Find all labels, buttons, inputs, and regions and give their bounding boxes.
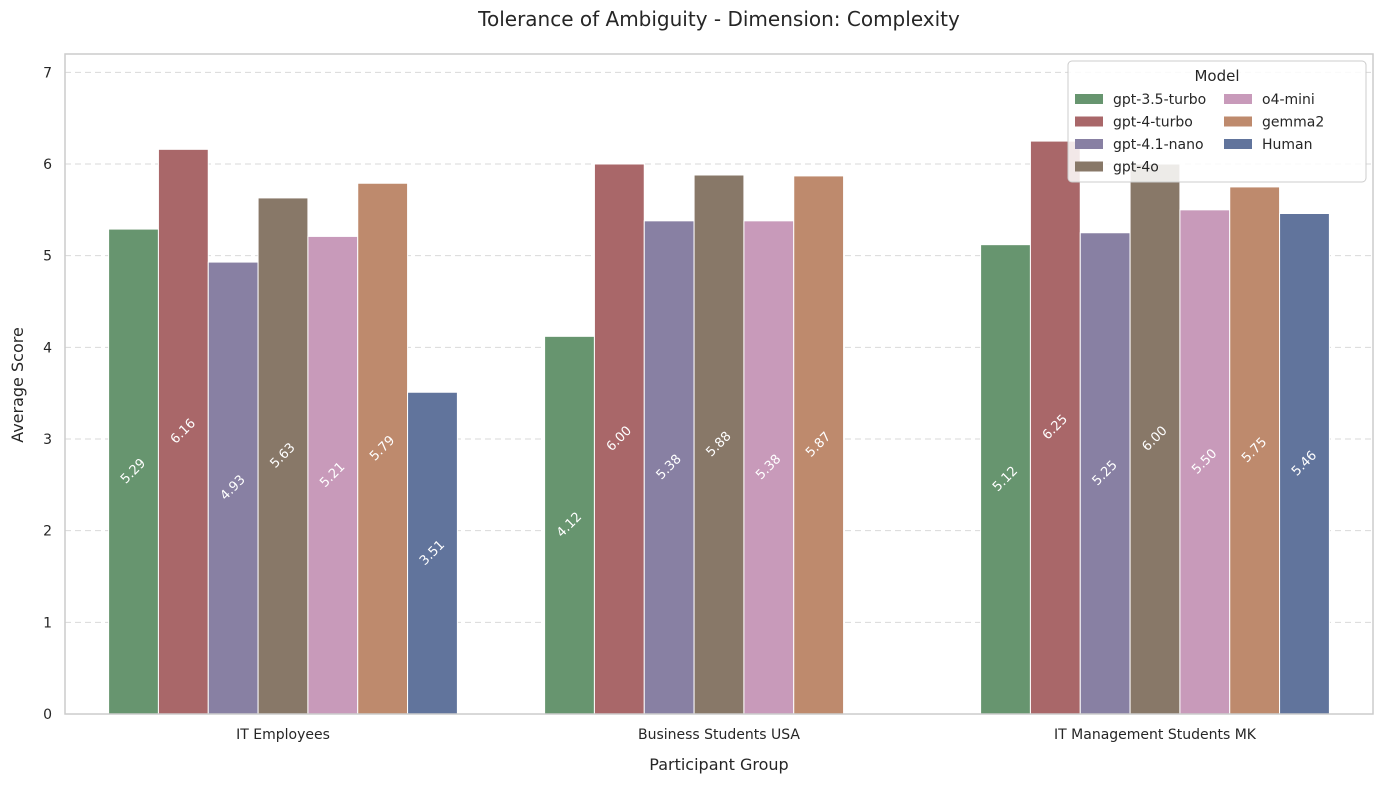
y-tick-label: 4 <box>43 340 52 356</box>
y-tick-label: 1 <box>43 615 52 631</box>
bar <box>1129 163 1181 715</box>
y-tick-label: 7 <box>43 65 52 81</box>
legend-title: Model <box>1194 67 1239 85</box>
legend-swatch <box>1224 94 1252 104</box>
y-tick-label: 6 <box>43 157 52 173</box>
x-tick-label: IT Employees <box>236 727 330 743</box>
legend-label: gpt-3.5-turbo <box>1113 92 1206 108</box>
legend-swatch <box>1075 139 1103 149</box>
legend-label: gpt-4o <box>1113 160 1159 176</box>
bar <box>1029 140 1081 715</box>
y-tick-label: 3 <box>43 432 52 448</box>
legend-swatch <box>1075 161 1103 172</box>
y-tick-label: 0 <box>43 707 52 723</box>
legend-swatch <box>1224 116 1252 127</box>
axes: 0 1 2 3 4 5 6 7 IT Employees Business Students US… <box>43 53 1374 743</box>
y-tick-label: 5 <box>43 249 52 265</box>
bar <box>1179 209 1231 715</box>
legend-swatch <box>1075 94 1103 104</box>
bar <box>544 335 595 715</box>
bar <box>1279 213 1330 715</box>
bar <box>1229 186 1281 715</box>
bar <box>593 163 645 715</box>
y-tick-label: 2 <box>43 524 52 540</box>
x-tick-label: IT Management Students MK <box>1054 727 1257 743</box>
bar <box>693 174 745 715</box>
legend-label: gpt-4.1-nano <box>1113 137 1204 153</box>
bar <box>108 228 159 715</box>
bar <box>643 220 695 715</box>
legend: Model gpt-3.5-turbo gpt-4-turbo gpt-4.1-nan… <box>1067 60 1367 183</box>
plot-frame <box>64 53 1374 715</box>
legend-swatch <box>1224 139 1252 149</box>
bar <box>407 391 458 715</box>
legend-label: o4-mini <box>1262 92 1315 108</box>
legend-swatch <box>1075 116 1103 127</box>
x-axis-title: Participant Group <box>649 755 788 774</box>
legend-label: gpt-4-turbo <box>1113 115 1193 131</box>
y-axis-title: Average Score <box>8 327 27 443</box>
bar <box>793 175 845 715</box>
bars <box>108 140 1330 715</box>
legend-box <box>1067 60 1367 183</box>
bar <box>743 220 795 715</box>
bar <box>980 244 1031 715</box>
x-tick-label: Business Students USA <box>638 727 800 743</box>
chart-title: Tolerance of Ambiguity - Dimension: Comp… <box>477 7 960 31</box>
bar <box>1079 232 1131 715</box>
legend-label: gemma2 <box>1262 115 1324 131</box>
legend-label: Human <box>1262 137 1313 153</box>
